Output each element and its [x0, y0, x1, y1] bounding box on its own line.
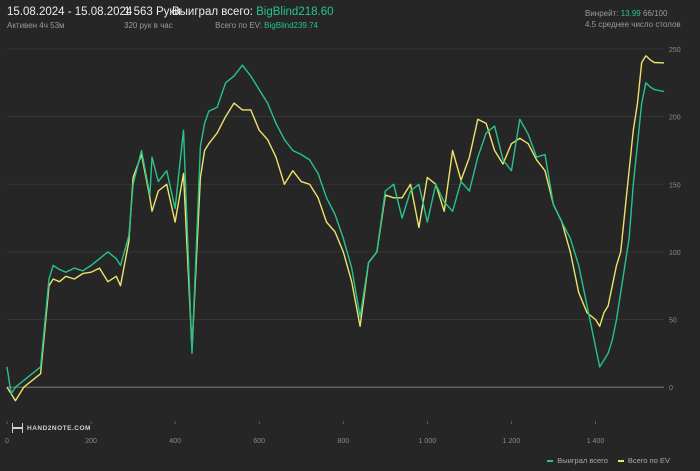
legend-item-ev[interactable]: Всего по EV [617, 456, 670, 465]
y-tick-label: 0 [669, 385, 673, 392]
winrate-extra: 66/100 [642, 9, 668, 18]
x-tick-label: 1 400 [587, 438, 605, 445]
avg-tables: 4.5 среднее число столов [585, 20, 681, 29]
hands-count: 1 563 Руки [124, 6, 181, 18]
stats-header: 15.08.2024 - 15.08.2024 Активен 4ч 53м 1… [0, 0, 700, 36]
y-tick-label: 200 [669, 115, 681, 122]
winrate-label: Винрейт: [585, 9, 619, 18]
ev-total: Всего по EV: BigBlind239.74 [172, 21, 318, 30]
logo-text: HAND2NOTE.COM [27, 424, 91, 432]
legend-label-won: Выиграл всего [557, 456, 608, 465]
legend-swatch-won [547, 459, 554, 462]
series-line-ev [6, 55, 665, 402]
x-tick-label: 600 [253, 438, 265, 445]
legend-item-won[interactable]: Выиграл всего [547, 456, 608, 465]
ev-label: Всего по EV: [215, 21, 262, 30]
x-tick-label: 400 [169, 438, 181, 445]
won-label: Выиграл всего: [172, 6, 253, 18]
x-tick-label: 0 [5, 438, 9, 445]
x-tick-label: 800 [337, 438, 349, 445]
legend-label-ev: Всего по EV [627, 456, 670, 465]
chart-legend: Выиграл всего Всего по EV [547, 456, 670, 465]
ev-value: BigBlind239.74 [264, 21, 318, 30]
hands-per-hour: 320 рук в час [124, 21, 173, 30]
active-time: Активен 4ч 53м [7, 21, 65, 30]
x-tick-label: 1 200 [503, 438, 521, 445]
x-tick-label: 200 [85, 438, 97, 445]
winrate-value: 13.99 [620, 9, 641, 18]
won-total: Выиграл всего: BigBlind218.60 [172, 6, 334, 18]
winrate: Винрейт: 13.99 66/100 [585, 9, 667, 18]
y-tick-label: 50 [669, 318, 677, 325]
x-tick-label: 1 000 [419, 438, 437, 445]
y-tick-label: 250 [669, 47, 681, 54]
series-line-won [6, 64, 665, 395]
legend-swatch-ev [617, 459, 624, 462]
y-tick-label: 100 [669, 250, 681, 257]
won-value: BigBlind218.60 [256, 6, 334, 18]
logo-icon [12, 423, 23, 433]
date-range: 15.08.2024 - 15.08.2024 [7, 6, 133, 18]
y-tick-label: 150 [669, 182, 681, 189]
logo: HAND2NOTE.COM [12, 423, 91, 433]
